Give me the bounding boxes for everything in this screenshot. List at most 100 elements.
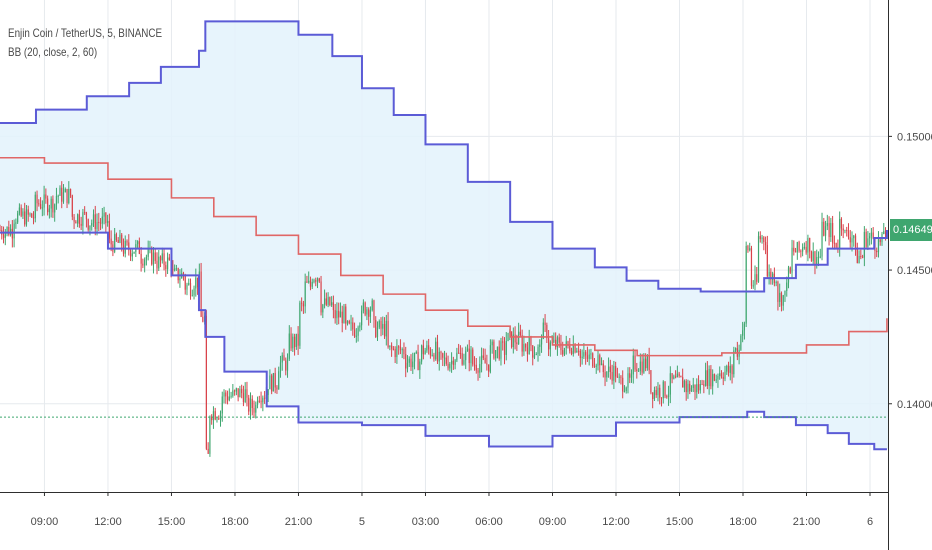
candle-body	[726, 365, 728, 372]
candle-body	[276, 387, 278, 390]
candle-body	[505, 340, 507, 355]
candle-body	[55, 196, 58, 205]
candle-body	[555, 339, 557, 348]
candle-body	[22, 211, 24, 216]
candle-body	[99, 222, 102, 224]
candle-body	[648, 355, 650, 371]
candle-body	[211, 416, 213, 421]
candle-body	[884, 231, 887, 235]
candle-body	[458, 352, 460, 354]
candle-body	[705, 370, 707, 386]
candle-body	[256, 400, 259, 405]
candle-body	[613, 366, 615, 381]
candle-body	[671, 373, 673, 379]
candle-body	[445, 357, 447, 364]
candle-body	[540, 338, 543, 345]
candle-body	[456, 352, 458, 361]
candle-body	[660, 397, 663, 399]
candle-body	[637, 370, 640, 372]
candle-body	[646, 355, 648, 369]
candle-body	[366, 309, 368, 315]
candle-body	[214, 411, 216, 420]
candle-body	[260, 400, 262, 403]
candle-body	[706, 370, 708, 386]
candle-body	[117, 240, 119, 243]
time-tick-label: 03:00	[412, 516, 440, 528]
candle-body	[318, 278, 320, 282]
candle-body	[615, 366, 617, 377]
candle-body	[867, 238, 869, 247]
candle-body	[405, 354, 407, 369]
candle-body	[435, 341, 437, 360]
candle-body	[54, 204, 56, 213]
candle-body	[327, 297, 329, 305]
candle-body	[870, 232, 873, 237]
candle-body	[302, 303, 305, 307]
candle-body	[666, 396, 668, 398]
time-axis[interactable]: 09:00 12:00 15:00 18:00 21:00 5 03:00 06:00 09:0…	[31, 492, 873, 528]
candle-body	[669, 373, 671, 395]
candle-body	[426, 345, 428, 351]
candle-body	[495, 350, 497, 359]
candle-body	[138, 241, 140, 254]
candle-body	[553, 339, 555, 342]
candle-body	[188, 283, 190, 285]
candle-body	[586, 355, 589, 359]
candle-body	[396, 346, 398, 358]
candle-body	[429, 349, 432, 356]
candle-body	[717, 375, 719, 380]
candle-body	[611, 372, 613, 381]
candle-body	[675, 376, 677, 378]
candle-body	[819, 256, 821, 258]
candle-body	[722, 376, 724, 379]
candle-body	[779, 292, 781, 302]
candle-body	[34, 194, 36, 219]
candle-body	[212, 411, 215, 421]
time-tick-label: 12:00	[94, 516, 122, 528]
candle-body	[193, 288, 195, 296]
candle-body	[812, 251, 814, 262]
candle-body	[643, 358, 645, 373]
candle-body	[876, 250, 878, 253]
candle-body	[680, 376, 682, 378]
candle-body	[609, 366, 611, 373]
candle-body	[733, 350, 735, 375]
candle-body	[713, 374, 716, 381]
candle-body	[682, 377, 684, 388]
candle-body	[789, 267, 791, 273]
candle-body	[114, 234, 116, 252]
candle-body	[230, 395, 232, 397]
candle-body	[406, 362, 409, 369]
candle-body	[436, 341, 439, 362]
candle-body	[0, 229, 1, 231]
candle-body	[200, 271, 202, 317]
candle-body	[299, 302, 301, 346]
candle-body	[391, 345, 393, 349]
candle-body	[826, 223, 828, 227]
candle-body	[715, 379, 717, 381]
candle-body	[52, 198, 54, 213]
candle-body	[863, 231, 865, 258]
candle-body	[844, 230, 846, 232]
upper-band-line	[0, 20, 888, 293]
candle-body	[616, 376, 619, 378]
candle-body	[108, 220, 110, 239]
candle-body	[544, 322, 546, 325]
candle-body	[525, 344, 527, 348]
candle-body	[373, 300, 375, 321]
candle-body	[408, 358, 410, 363]
candle-body	[223, 392, 225, 397]
candle-body	[498, 346, 500, 359]
lower-band-line	[0, 231, 887, 451]
candle-body	[576, 350, 578, 353]
candle-body	[883, 231, 885, 234]
candle-body	[516, 342, 518, 345]
candle-body	[590, 353, 592, 355]
candle-body	[833, 242, 835, 244]
indicator-label[interactable]: BB (20, close, 2, 60)	[8, 45, 98, 59]
candle-body	[94, 214, 96, 230]
candle-body	[585, 352, 587, 356]
candle-body	[17, 213, 19, 223]
